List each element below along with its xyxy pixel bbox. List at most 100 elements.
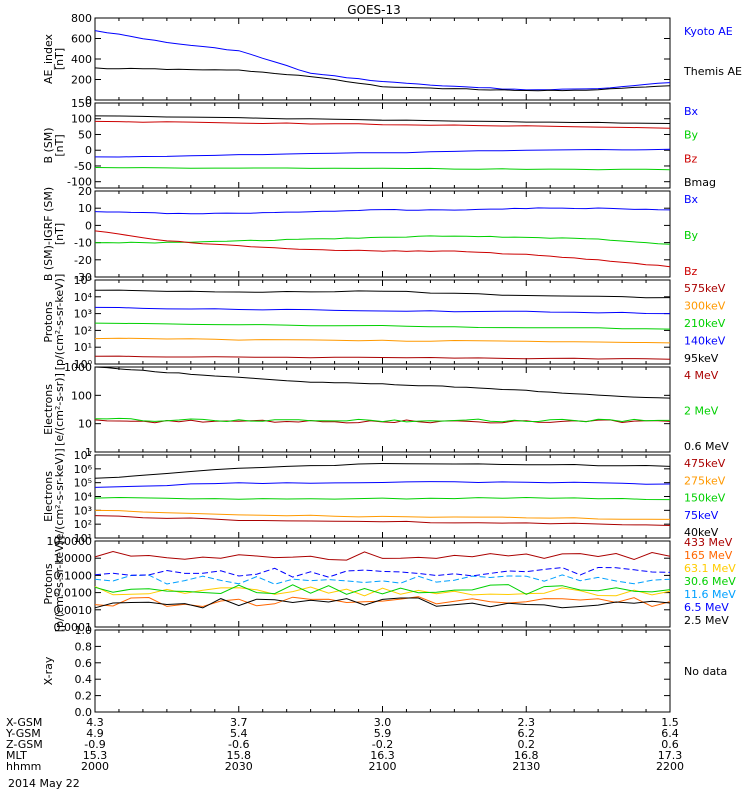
y-tick-label: 10⁵ (74, 477, 92, 490)
y-axis-label-line: [p/(cm²-s-sr-keV)] (53, 536, 66, 633)
legend-label: Bx (684, 193, 699, 206)
y-tick-label: 10⁶ (74, 463, 93, 476)
y-axis-label-line: [e/(cm²-s-sr)] (53, 373, 66, 446)
y-tick-label: 10⁰ (74, 358, 93, 371)
legend-label: Bx (684, 105, 699, 118)
y-tick-label: 10³ (74, 504, 92, 517)
panel-1: 0 200 400 600 800 AE_index[nT] Kyoto AE Themis … (42, 12, 742, 107)
y-tick-label: 10 (78, 202, 92, 215)
axis-row-value: 0.2 (518, 738, 536, 751)
y-tick-label: 0.0001 (54, 621, 93, 634)
axis-row-value: 5.9 (374, 727, 392, 740)
y-axis-label-line: B (SM) (42, 127, 55, 163)
y-tick-label: 0.4 (75, 673, 93, 686)
series-line-575kev (94, 355, 671, 360)
y-axis-label-line: Electrons (42, 384, 55, 435)
axis-row-value: 5.4 (230, 727, 248, 740)
y-axis-label-line: [e/(cm²-s-sr-keV)] (53, 448, 66, 544)
series-line-140kev (94, 306, 671, 315)
y-axis-label: Protons[p/(cm²-s-sr-keV)] (42, 274, 66, 371)
series-line-2-mev (94, 417, 670, 423)
series-line-433-mev (94, 550, 671, 561)
series-line-63.1-mev (94, 586, 671, 597)
axis-row-label: Z-GSM (6, 738, 43, 751)
series-line-kyoto-ae (94, 30, 671, 91)
series-line-2.5-mev (94, 597, 671, 609)
y-tick-label: 1.0000 (54, 552, 93, 565)
axis-row-label: X-GSM (6, 716, 42, 729)
series-line-bz (94, 120, 671, 129)
panel-8: 0.0 0.2 0.4 0.6 0.8 1.0 X-ray No data (42, 624, 727, 719)
panel-4: 10⁰ 10¹ 10² 10³ 10⁴ 10⁵ Protons[p/(cm²-s-sr-ke… (42, 274, 726, 371)
y-tick-label: 0.8 (75, 640, 93, 653)
legend-label: 150keV (684, 492, 726, 505)
y-tick-label: 0.0010 (54, 604, 93, 617)
legend-label: 30.6 MeV (684, 575, 736, 588)
series-line-bx (94, 207, 671, 215)
legend-label: 95keV (684, 352, 719, 365)
y-axis-label: B (SM)-IGRF (SM)[nT] (42, 187, 66, 281)
panel-3: -30 -20 -10 0 10 20 B (SM)-IGRF (SM)[nT] Bx By Bz (42, 185, 699, 284)
series-line-165-mev (94, 596, 671, 608)
y-tick-label: 20 (78, 185, 92, 198)
series-line-11.6-mev (94, 574, 671, 585)
axis-row-value: 3.0 (374, 716, 392, 729)
series-line-475kev (94, 515, 671, 526)
series-line-275kev (94, 509, 671, 520)
legend-label: Bz (684, 265, 698, 278)
y-axis-label: Electrons[e/(cm²-s-sr)] (42, 373, 66, 446)
y-tick-label: 100 (71, 389, 92, 402)
y-axis-label: Electrons[e/(cm²-s-sr-keV)] (42, 448, 66, 544)
legend-label: 6.5 MeV (684, 601, 729, 614)
y-tick-label: -20 (74, 254, 92, 267)
y-tick-label: 0.0100 (54, 587, 93, 600)
series-line-bx (94, 148, 671, 158)
y-tick-label: 10⁴ (74, 291, 93, 304)
y-tick-label: 0 (85, 219, 92, 232)
axis-row-value: 1.5 (661, 716, 679, 729)
y-tick-label: -100 (67, 176, 92, 189)
y-tick-label: 600 (71, 33, 92, 46)
y-tick-label: 10⁵ (74, 274, 92, 287)
y-axis-label-line: X-ray (42, 656, 55, 685)
legend-label: 140keV (684, 335, 726, 348)
axis-row-value: 6.2 (518, 727, 536, 740)
series-line-40kev (94, 462, 671, 479)
y-tick-label: 10 (78, 418, 92, 431)
legend-label: 433 MeV (684, 536, 733, 549)
legend-label: Bmag (684, 176, 716, 189)
series-line-210kev (94, 322, 671, 330)
y-axis-label: X-ray (42, 656, 55, 685)
legend-label: 575keV (684, 282, 726, 295)
y-tick-label: 0.2 (75, 690, 93, 703)
legend-label: 4 MeV (684, 369, 719, 382)
y-tick-label: 10⁴ (74, 491, 93, 504)
orbit-time-axis: X-GSM 4.3 3.7 3.0 2.3 1.5 Y-GSM 4.9 5.4 5.9 6.2 6.4… (5, 716, 684, 773)
y-axis-label-line: [nT] (53, 223, 66, 245)
series-line-bz (94, 230, 671, 268)
y-axis-label-line: Electrons (42, 471, 55, 522)
y-tick-label: 1.0 (75, 624, 93, 637)
no-data-label: No data (684, 665, 727, 678)
date-label: 2014 May 22 (8, 777, 80, 790)
panel-frame (94, 629, 671, 713)
panel-frame (94, 366, 671, 453)
y-tick-label: 200 (71, 74, 92, 87)
y-tick-label: 50 (78, 128, 92, 141)
y-axis-label: Protons[p/(cm²-s-sr-keV)] (42, 536, 66, 633)
y-tick-label: 0.1000 (54, 569, 93, 582)
legend-label: 210keV (684, 317, 726, 330)
y-tick-label: 10.0000 (47, 535, 93, 548)
legend-label: 11.6 MeV (684, 588, 736, 601)
axis-row-value: 16.8 (514, 749, 539, 762)
legend-label: 300keV (684, 300, 726, 313)
panel-frame (94, 102, 671, 189)
y-axis-label-line: Protons (42, 563, 55, 604)
y-tick-label: 10¹ (74, 341, 92, 354)
legend-label: Bz (684, 152, 698, 165)
legend-label: Kyoto AE (684, 25, 733, 38)
axis-row-value: 4.3 (86, 716, 104, 729)
y-tick-label: 100 (71, 113, 92, 126)
y-tick-label: 0.6 (75, 657, 93, 670)
